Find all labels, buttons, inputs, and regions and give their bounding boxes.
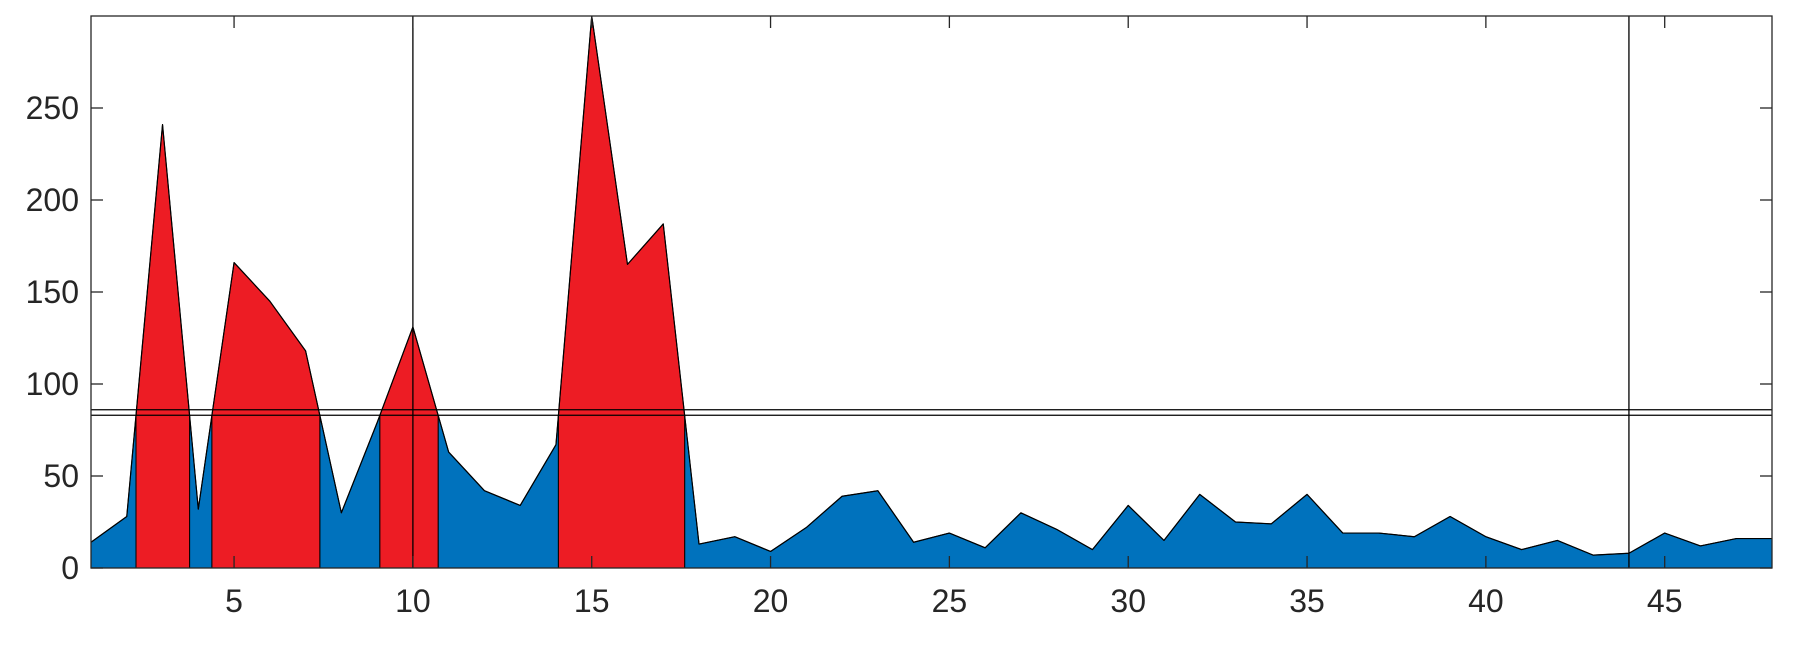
reference-lines <box>91 16 1772 568</box>
axes <box>90 15 1773 569</box>
x-tick-label: 30 <box>1110 583 1146 619</box>
area-segment-below-6 <box>437 414 559 568</box>
area-series-above-threshold <box>135 16 686 568</box>
axes-box <box>90 15 1773 569</box>
area-segment-below-8 <box>684 414 1772 568</box>
area-segment-above-7 <box>557 16 686 568</box>
y-tick-label: 150 <box>26 274 79 310</box>
x-tick-label: 35 <box>1289 583 1325 619</box>
x-tick-label: 25 <box>932 583 968 619</box>
y-tick-label: 50 <box>43 458 79 494</box>
y-tick-label: 0 <box>61 550 79 586</box>
data-line <box>91 16 1772 556</box>
x-tick-label: 10 <box>395 583 431 619</box>
area-segment-above-1 <box>135 124 191 568</box>
tick-marks <box>91 16 1772 569</box>
series-outline <box>91 16 1772 556</box>
y-tick-label: 200 <box>26 182 79 218</box>
x-tick-label: 40 <box>1468 583 1504 619</box>
tick-labels: 5 10 15 20 25 30 35 40 45 0 50 100 150 200 250 <box>26 90 1683 619</box>
y-tick-label: 250 <box>26 90 79 126</box>
y-tick-label: 100 <box>26 366 79 402</box>
area-series-below-threshold <box>91 414 1772 568</box>
x-tick-label: 15 <box>574 583 610 619</box>
x-tick-label: 45 <box>1647 583 1683 619</box>
x-tick-label: 20 <box>753 583 789 619</box>
x-tick-label: 5 <box>225 583 243 619</box>
area-segment-above-5 <box>379 326 439 568</box>
